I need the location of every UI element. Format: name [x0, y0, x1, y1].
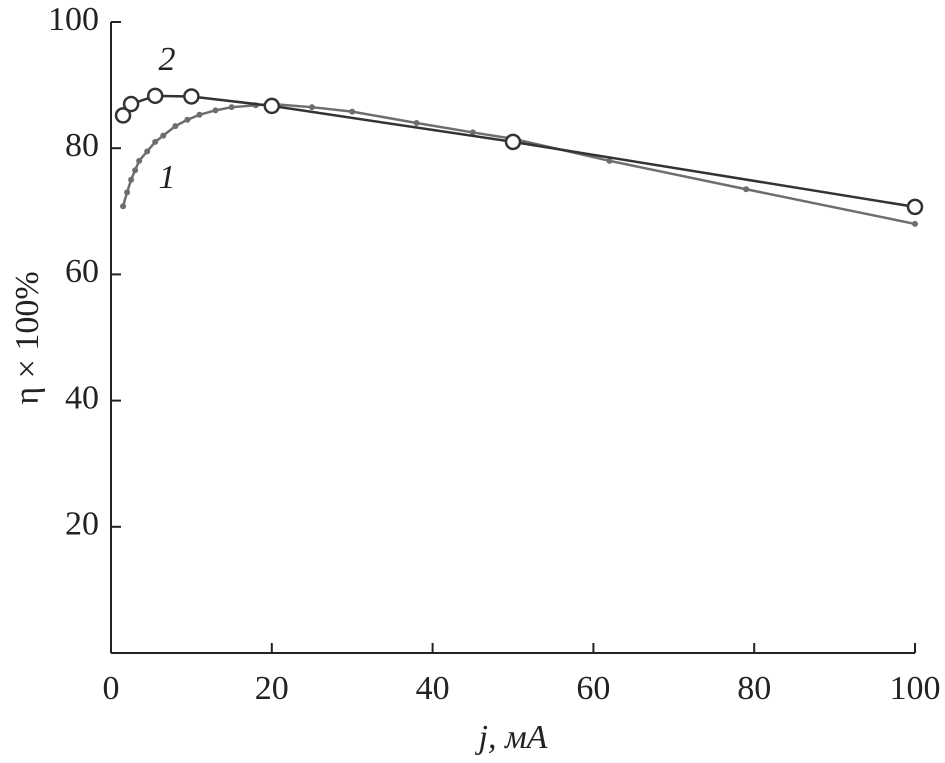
data-point	[172, 123, 179, 130]
data-point	[504, 133, 522, 151]
data-point	[122, 95, 140, 113]
data-point	[228, 104, 235, 111]
data-point	[114, 107, 132, 124]
data-point	[309, 104, 315, 111]
data-point	[349, 108, 356, 115]
x-tick-label: 40	[416, 670, 450, 707]
data-point	[906, 198, 924, 216]
data-point	[124, 189, 131, 196]
x-axis-label: j, мА	[475, 719, 548, 756]
data-point	[912, 220, 918, 227]
data-point	[144, 148, 151, 155]
y-tick-label: 40	[65, 379, 99, 416]
data-point	[128, 176, 135, 183]
data-point	[263, 97, 281, 115]
y-tick-label: 80	[65, 127, 99, 164]
data-point	[152, 138, 159, 145]
data-point	[183, 88, 200, 105]
x-tick-label: 20	[255, 670, 289, 707]
series-label: 1	[159, 159, 176, 196]
data-point	[146, 87, 164, 105]
x-tick-label: 0	[103, 670, 120, 707]
data-point	[136, 157, 143, 164]
data-point	[120, 203, 127, 210]
x-tick-label: 60	[576, 670, 610, 707]
data-point	[469, 129, 476, 136]
series-line	[122, 94, 916, 209]
data-point	[212, 107, 219, 114]
y-tick-label: 20	[65, 506, 99, 543]
x-tick-label: 100	[890, 670, 941, 707]
series-line	[121, 102, 916, 226]
data-point	[184, 116, 191, 123]
y-tick-label: 60	[65, 253, 99, 290]
data-point	[606, 157, 613, 164]
data-point	[743, 186, 750, 193]
y-axis-label: η × 100%	[9, 271, 46, 404]
x-tick-label: 80	[737, 670, 771, 707]
data-point	[196, 111, 203, 118]
series-label: 2	[159, 41, 176, 78]
data-point	[132, 167, 139, 174]
y-tick-label: 100	[48, 1, 99, 38]
data-point	[160, 132, 167, 139]
data-point	[413, 119, 420, 126]
